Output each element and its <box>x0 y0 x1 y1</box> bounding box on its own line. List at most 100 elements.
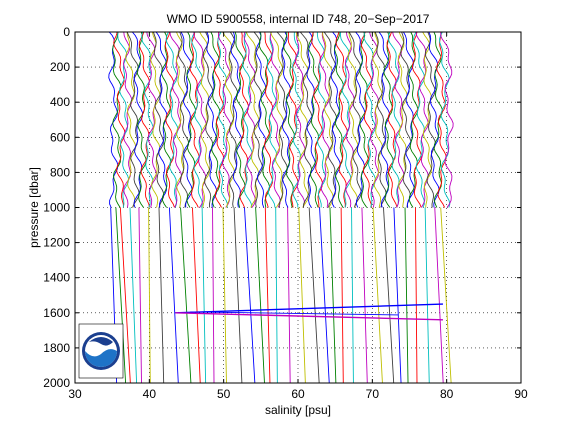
deep-profile-line <box>319 207 330 383</box>
deep-profile-line <box>191 207 201 383</box>
profile-line <box>206 32 218 208</box>
profile-line <box>383 32 394 208</box>
deep-profile-line <box>255 207 265 383</box>
profile-line <box>217 32 232 208</box>
profile-line <box>282 32 295 208</box>
y-tick-label: 400 <box>50 95 70 109</box>
deep-profile-line <box>404 207 409 383</box>
profile-line <box>146 32 157 208</box>
deep-profile-line <box>129 207 138 383</box>
deep-profile-line <box>308 207 320 383</box>
profile-line <box>433 32 443 208</box>
x-tick-label: 40 <box>143 387 157 401</box>
profile-line <box>165 32 179 208</box>
deep-profile-line <box>440 207 452 383</box>
chart-title: WMO ID 5900558, internal ID 748, 20−Sep−… <box>167 12 430 26</box>
y-tick-label: 800 <box>50 165 70 179</box>
deep-profile-line <box>158 207 165 383</box>
y-tick-label: 600 <box>50 130 70 144</box>
profile-line <box>186 32 196 208</box>
deep-profile-line <box>222 207 227 383</box>
profile-line <box>411 32 422 208</box>
profile-line <box>177 32 190 208</box>
y-tick-label: 1400 <box>43 271 70 285</box>
profile-line <box>112 32 122 208</box>
profile-line <box>436 32 447 208</box>
y-tick-label: 1200 <box>43 236 70 250</box>
profile-line <box>152 32 165 208</box>
profile-line <box>428 32 440 208</box>
profile-line <box>189 32 200 208</box>
x-axis-label: salinity [psu] <box>265 403 331 417</box>
profile-line <box>424 32 436 208</box>
profile-line <box>242 32 253 208</box>
y-tick-label: 0 <box>63 25 70 39</box>
profile-line <box>175 32 186 208</box>
deep-profile-line <box>264 207 271 383</box>
profile-line <box>239 32 249 208</box>
profile-line <box>125 32 137 208</box>
profile-line <box>397 32 408 208</box>
profile-line <box>255 32 267 208</box>
profile-line <box>138 32 150 208</box>
profile-line <box>199 32 210 208</box>
profile-line <box>369 32 379 208</box>
deep-profile-line <box>383 207 395 383</box>
ticks <box>74 31 522 384</box>
deep-profile-line <box>393 207 402 383</box>
y-axis-label: pressure [dbar] <box>27 167 41 248</box>
y-tick-label: 200 <box>50 60 70 74</box>
y-tick-label: 1800 <box>43 341 70 355</box>
profile-line <box>191 32 203 208</box>
profile-line <box>230 32 242 208</box>
deep-profile-line <box>434 207 444 383</box>
profile-line <box>150 32 161 208</box>
profile-line <box>440 32 454 208</box>
deep-profile-line <box>340 207 344 383</box>
deep-profile-line <box>148 207 151 383</box>
deep-profile-line <box>233 207 243 383</box>
anomaly-line <box>190 311 399 316</box>
profile-line <box>347 32 359 208</box>
profile-line <box>270 32 285 208</box>
deep-profile-line <box>115 207 127 383</box>
profile-line <box>141 32 154 208</box>
profile-line <box>281 32 291 208</box>
profile-line <box>374 32 387 208</box>
profile-line <box>386 32 398 208</box>
anomaly-line <box>175 303 443 314</box>
y-tick-label: 2000 <box>43 376 70 390</box>
profile-line <box>306 32 316 208</box>
profile-line <box>243 32 256 208</box>
deep-profile-line <box>329 207 337 383</box>
deep-profile-line <box>119 207 131 383</box>
y-tick-label: 1600 <box>43 306 70 320</box>
profile-line <box>269 32 281 208</box>
deep-profile-line <box>424 207 430 383</box>
profile-line <box>217 32 228 208</box>
profile-line <box>295 32 309 208</box>
profile-line <box>387 32 401 208</box>
profile-line <box>372 32 383 208</box>
profile-line <box>117 32 130 208</box>
x-tick-label: 50 <box>217 387 231 401</box>
deep-profile-line <box>212 207 215 383</box>
profile-line <box>400 32 412 208</box>
x-tick-label: 70 <box>366 387 380 401</box>
profile-line <box>113 32 126 208</box>
profile-line <box>322 32 334 208</box>
profile-series <box>108 32 454 383</box>
anomaly-line <box>175 312 443 321</box>
profile-line <box>439 32 451 208</box>
deep-profile-line <box>372 207 383 383</box>
deep-profile-line <box>298 207 306 383</box>
profile-line <box>126 32 140 208</box>
profile-line <box>360 32 373 208</box>
profile-line <box>202 32 214 208</box>
y-tick-labels: 0 200 400 600 800 1000 1200 1400 1600 1800 2000 <box>43 25 70 390</box>
profile-line <box>330 32 341 208</box>
profile-line <box>294 32 306 208</box>
deep-profile-line <box>180 207 192 383</box>
profile-line <box>228 32 239 208</box>
